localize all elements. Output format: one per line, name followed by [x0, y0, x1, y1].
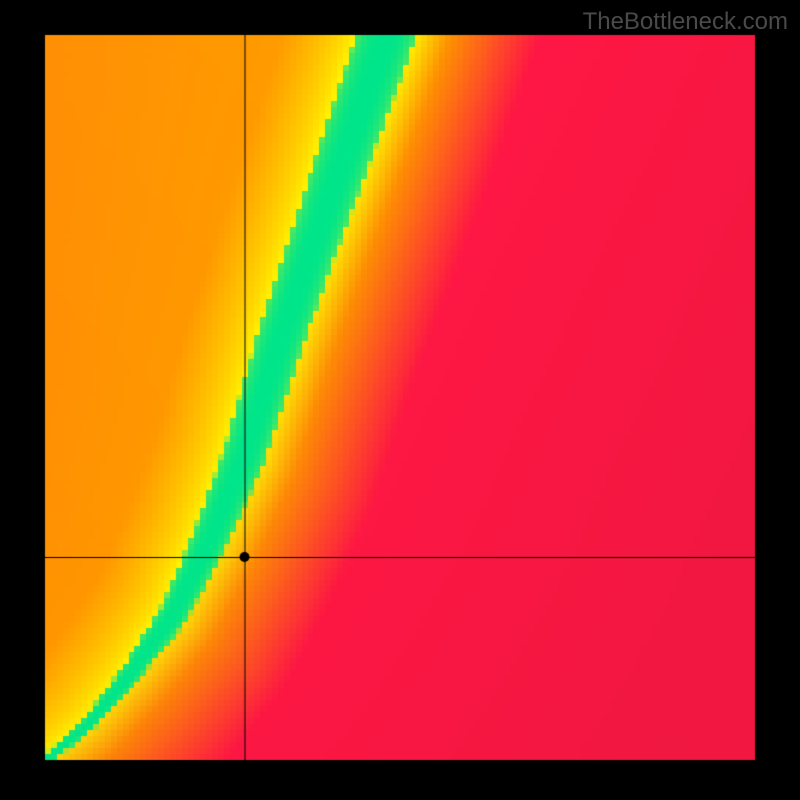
watermark-text: TheBottleneck.com	[583, 8, 788, 36]
heatmap-canvas	[0, 0, 800, 800]
chart-container: TheBottleneck.com	[0, 0, 800, 800]
